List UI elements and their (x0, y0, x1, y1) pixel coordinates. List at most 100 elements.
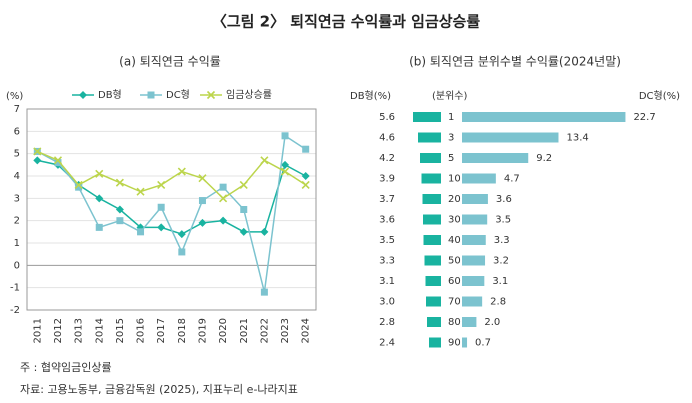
x-tick-label: 2017 (156, 318, 167, 343)
legend-marker (147, 91, 155, 99)
chart-title: (b) 퇴직연금 분위수별 수익률(2024년말) (409, 55, 621, 69)
data-point (116, 217, 124, 225)
category-label: 90 (448, 338, 461, 349)
bar (426, 296, 441, 307)
data-point (177, 230, 186, 239)
y-tick-label: 2 (14, 216, 20, 227)
data-point (302, 145, 310, 153)
bar (462, 112, 626, 122)
value-label: 3.1 (379, 276, 395, 287)
category-label: 40 (448, 235, 461, 246)
bar (425, 276, 441, 286)
category-label: (분위수) (432, 89, 468, 102)
data-point (280, 167, 290, 176)
bar (462, 235, 486, 245)
bar (462, 214, 488, 225)
category-label: 70 (448, 297, 461, 308)
series-line (37, 150, 307, 200)
y-tick-label: 1 (14, 238, 20, 249)
value-label: 13.4 (566, 133, 588, 144)
x-tick-label: 2016 (136, 318, 147, 343)
y-tick-label: -1 (10, 283, 20, 294)
bar (462, 132, 559, 143)
data-point (198, 218, 207, 227)
data-point (281, 132, 289, 140)
figure-title: 〈그림 2〉 퇴직연금 수익률과 임금상승률 (212, 13, 481, 31)
category-label: 60 (448, 276, 461, 287)
data-point (219, 216, 228, 225)
value-label: 3.2 (493, 256, 509, 267)
value-label: 3.3 (494, 235, 510, 246)
data-point (240, 206, 248, 213)
x-tick-label: 2011 (32, 318, 43, 343)
bar (418, 132, 441, 143)
value-label: 3.6 (379, 215, 395, 226)
series-line (37, 159, 307, 235)
value-label: 4.2 (379, 153, 395, 164)
value-label: 2.8 (379, 317, 395, 328)
data-point (219, 194, 228, 203)
x-tick-label: 2023 (280, 318, 291, 343)
value-label: 4.6 (379, 133, 395, 144)
value-label: 9.2 (536, 153, 552, 164)
legend-label: 임금상승률 (226, 88, 272, 101)
x-tick-label: 2015 (115, 318, 126, 343)
category-label: 3 (448, 133, 454, 144)
value-label: 3.6 (496, 194, 512, 205)
value-label: 3.3 (379, 256, 395, 267)
y-tick-label: 0 (14, 260, 20, 271)
data-point (260, 227, 269, 236)
value-label: 3.1 (492, 276, 508, 287)
bar (462, 194, 488, 204)
plot-frame (26, 108, 317, 311)
value-label: 3.5 (379, 235, 395, 246)
bar (421, 173, 441, 184)
data-point (53, 156, 63, 165)
value-label: 3.9 (379, 174, 395, 185)
value-label: 4.7 (504, 174, 520, 185)
data-point (198, 174, 207, 183)
value-label: 3.5 (495, 215, 511, 226)
data-point (157, 203, 165, 211)
bar (427, 317, 441, 327)
x-tick-label: 2014 (94, 318, 105, 343)
y-tick-label: 6 (14, 126, 20, 137)
data-point (75, 183, 83, 191)
bar (462, 276, 485, 286)
value-label: 2.4 (379, 338, 395, 349)
data-point (219, 183, 227, 191)
data-point (178, 248, 186, 256)
category-label: 80 (448, 317, 461, 328)
category-label: 20 (448, 194, 461, 205)
data-point (239, 180, 248, 189)
chart-title: (a) 퇴직연금 수익률 (119, 55, 221, 69)
data-point (95, 223, 103, 231)
x-tick-label: 2012 (53, 318, 64, 343)
category-label: 10 (448, 174, 461, 185)
data-point (95, 194, 104, 203)
category-label: 30 (448, 215, 461, 226)
bar (462, 337, 468, 348)
category-label: 50 (448, 256, 461, 267)
x-tick-label: 2024 (301, 318, 312, 343)
series-header: DC형(%) (639, 90, 680, 102)
y-tick-label: -2 (10, 305, 20, 316)
bar (462, 317, 477, 327)
bar (462, 153, 529, 163)
y-axis-label: (%) (6, 91, 23, 102)
data-point (260, 288, 268, 296)
bar (429, 337, 441, 348)
bar (423, 214, 441, 225)
data-point (137, 228, 145, 236)
value-label: 2.8 (490, 297, 506, 308)
bar (423, 235, 441, 245)
series-header: DB형(%) (350, 90, 391, 102)
y-tick-label: 3 (14, 193, 20, 204)
value-label: 2.0 (484, 317, 500, 328)
data-point (33, 147, 42, 156)
note: 주 : 협약임금인상률 (20, 360, 112, 374)
data-point (136, 187, 145, 196)
legend-label: DC형 (166, 89, 190, 101)
source: 자료: 고용노동부, 금융감독원 (2025), 지표누리 e-나라지표 (20, 383, 298, 396)
